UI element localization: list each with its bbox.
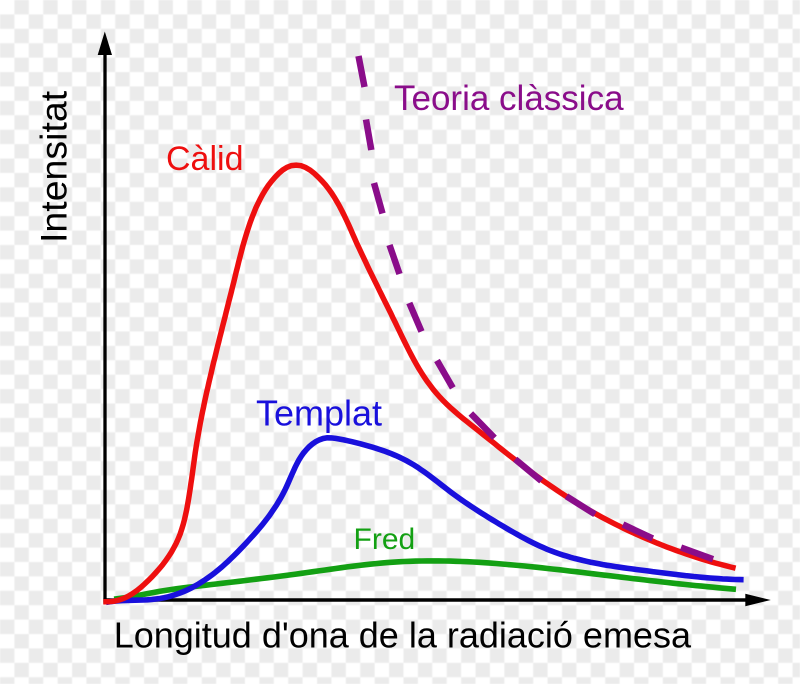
svg-text:Càlid: Càlid	[166, 140, 243, 178]
svg-text:Longitud d'ona de la radiació: Longitud d'ona de la radiació emesa	[114, 615, 692, 656]
svg-text:Teoria clàssica: Teoria clàssica	[394, 79, 624, 118]
svg-text:Fred: Fred	[354, 523, 416, 556]
svg-text:Intensitat: Intensitat	[33, 90, 75, 243]
svg-text:Templat: Templat	[256, 393, 382, 434]
